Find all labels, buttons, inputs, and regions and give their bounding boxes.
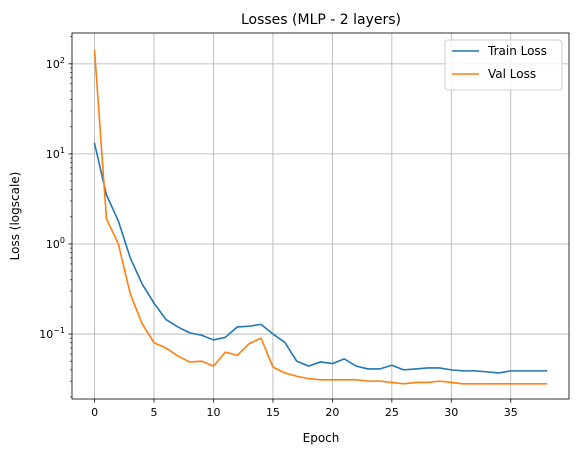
y-axis-label: Loss (logscale) [8, 172, 22, 261]
series-layer [93, 49, 548, 385]
x-tick-label: 30 [444, 406, 458, 419]
series-line-train-loss [93, 142, 548, 374]
grid-layer [72, 33, 569, 399]
legend-box [444, 39, 563, 91]
y-tick-label: 100 [46, 236, 65, 251]
y-tick-label: 101 [46, 146, 65, 161]
legend-label-train: Train Loss [487, 44, 547, 58]
x-axis: 0 5 10 15 20 25 30 35 [91, 399, 518, 419]
x-tick-label: 5 [151, 406, 158, 419]
series-line-val-loss [93, 49, 548, 385]
x-tick-label: 25 [385, 406, 399, 419]
x-tick-label: 10 [206, 406, 220, 419]
plot-frame [71, 32, 570, 400]
y-tick-label: 102 [46, 56, 65, 71]
x-tick-label: 35 [504, 406, 518, 419]
x-tick-label: 20 [325, 406, 339, 419]
x-axis-label: Epoch [303, 431, 340, 445]
y-tick-label: 10−1 [39, 326, 65, 341]
x-tick-label: 15 [266, 406, 280, 419]
legend: Train Loss Val Loss [444, 39, 563, 91]
chart-title: Losses (MLP - 2 layers) [241, 12, 401, 28]
x-tick-label: 0 [91, 406, 98, 419]
legend-label-val: Val Loss [488, 67, 536, 81]
y-axis: 10−1 100 101 102 [39, 36, 72, 398]
